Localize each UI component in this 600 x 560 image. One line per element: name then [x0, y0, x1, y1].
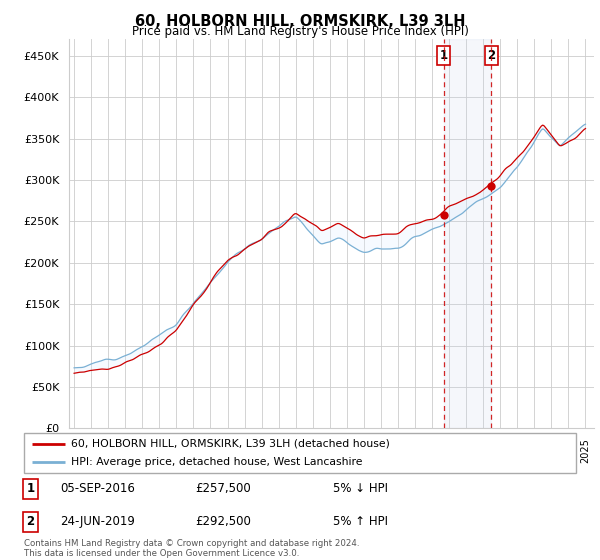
Bar [443, 39, 491, 428]
Text: 60, HOLBORN HILL, ORMSKIRK, L39 3LH: 60, HOLBORN HILL, ORMSKIRK, L39 3LH [135, 14, 465, 29]
Text: HPI: Average price, detached house, West Lancashire: HPI: Average price, detached house, West… [71, 458, 362, 467]
Text: 1: 1 [440, 49, 448, 62]
Text: Contains HM Land Registry data © Crown copyright and database right 2024.: Contains HM Land Registry data © Crown c… [24, 539, 359, 548]
Text: 5% ↓ HPI: 5% ↓ HPI [333, 482, 388, 496]
Text: This data is licensed under the Open Government Licence v3.0.: This data is licensed under the Open Gov… [24, 549, 299, 558]
Text: 05-SEP-2016: 05-SEP-2016 [60, 482, 135, 496]
Text: 24-JUN-2019: 24-JUN-2019 [60, 515, 135, 529]
Text: 2: 2 [26, 515, 35, 529]
FancyBboxPatch shape [24, 433, 576, 473]
Text: £292,500: £292,500 [195, 515, 251, 529]
Text: 1: 1 [26, 482, 35, 496]
Text: Price paid vs. HM Land Registry's House Price Index (HPI): Price paid vs. HM Land Registry's House … [131, 25, 469, 38]
Text: 60, HOLBORN HILL, ORMSKIRK, L39 3LH (detached house): 60, HOLBORN HILL, ORMSKIRK, L39 3LH (det… [71, 439, 390, 449]
Text: 5% ↑ HPI: 5% ↑ HPI [333, 515, 388, 529]
Text: 2: 2 [487, 49, 496, 62]
Text: £257,500: £257,500 [195, 482, 251, 496]
